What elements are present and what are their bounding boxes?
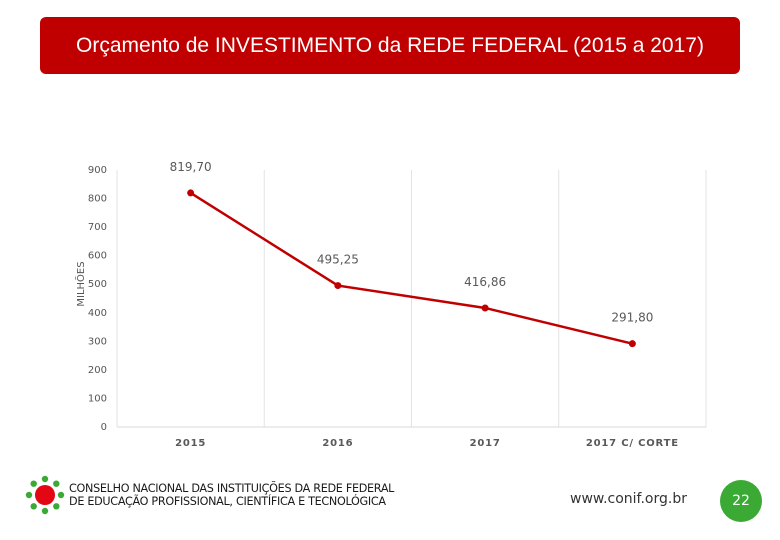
y-tick-label: 0 <box>101 422 107 433</box>
conif-logo-icon <box>25 475 65 515</box>
data-label: 416,86 <box>464 275 506 289</box>
data-point <box>481 304 489 312</box>
y-tick-label: 900 <box>88 165 107 176</box>
x-tick-label: 2016 <box>322 438 353 449</box>
x-tick-label: 2015 <box>175 438 206 449</box>
slide-title-banner: Orçamento de INVESTIMENTO da REDE FEDERA… <box>40 17 740 74</box>
organization-name: CONSELHO NACIONAL DAS INSTITUIÇÕES DA RE… <box>69 482 394 508</box>
x-tick-label: 2017 C/ CORTE <box>586 438 679 449</box>
data-label: 819,70 <box>170 160 212 174</box>
slide-title: Orçamento de INVESTIMENTO da REDE FEDERA… <box>76 34 704 57</box>
chart-series <box>187 189 636 348</box>
y-tick-label: 800 <box>88 194 107 205</box>
y-tick-label: 400 <box>88 308 107 319</box>
y-tick-label: 200 <box>88 365 107 376</box>
website-url[interactable]: www.conif.org.br <box>570 491 687 507</box>
chart-area-background <box>70 150 710 455</box>
series-line <box>189 191 633 345</box>
data-label: 495,25 <box>317 253 359 267</box>
y-tick-label: 100 <box>88 393 107 404</box>
x-tick-label: 2017 <box>470 438 501 449</box>
organization-name-line1: CONSELHO NACIONAL DAS INSTITUIÇÕES DA RE… <box>69 482 395 495</box>
y-tick-label: 700 <box>88 222 107 233</box>
y-tick-label: 600 <box>88 251 107 262</box>
organization-name-line2: DE EDUCAÇÃO PROFISSIONAL, CIENTÍFICA E T… <box>69 495 386 508</box>
x-axis-ticks: 2015 2016 2017 2017 C/ CORTE <box>175 438 679 449</box>
y-tick-label: 500 <box>88 279 107 290</box>
page-number: 22 <box>732 493 750 509</box>
data-labels: 819,70 495,25 416,86 291,80 <box>170 160 654 325</box>
data-point <box>628 340 636 348</box>
y-axis-ticks: 0 100 200 300 400 500 600 700 800 900 <box>88 165 107 433</box>
y-tick-label: 300 <box>88 336 107 347</box>
data-point <box>334 282 342 290</box>
page-number-badge: 22 <box>720 480 762 522</box>
y-axis-label: MILHÕES <box>74 261 87 306</box>
chart-grid <box>116 170 707 428</box>
data-label: 291,80 <box>611 311 653 325</box>
data-point <box>187 189 195 197</box>
